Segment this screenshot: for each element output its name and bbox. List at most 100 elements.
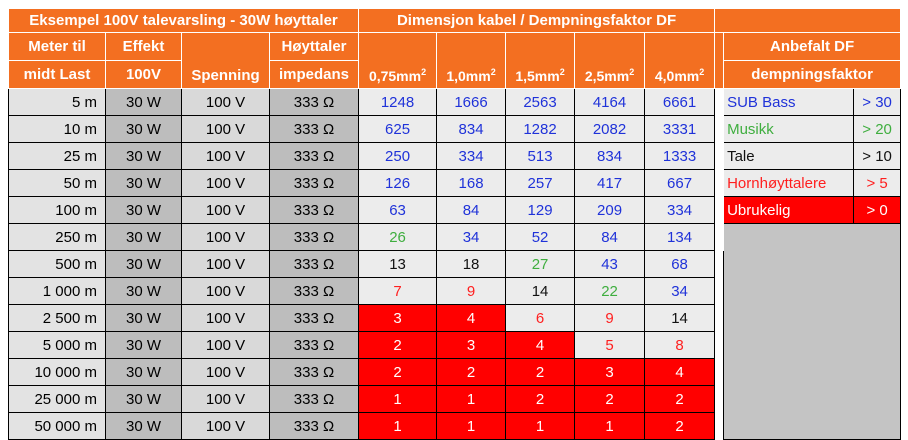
df-cell[interactable]: 2 <box>358 331 438 359</box>
df-cell[interactable]: 1666 <box>436 88 507 116</box>
rec-value[interactable]: > 10 <box>853 142 902 170</box>
df-cell[interactable]: 250 <box>358 142 438 170</box>
df-cell[interactable]: 34 <box>436 223 507 251</box>
effekt-cell[interactable]: 30 W <box>105 115 182 143</box>
rec-label[interactable]: Tale <box>723 142 855 170</box>
effekt-cell[interactable]: 30 W <box>105 331 182 359</box>
effekt-cell[interactable]: 30 W <box>105 385 182 413</box>
df-cell[interactable]: 2082 <box>574 115 646 143</box>
distance-cell[interactable]: 25 m <box>8 142 106 170</box>
rec-label[interactable]: SUB Bass <box>723 88 855 116</box>
df-cell[interactable]: 43 <box>574 250 646 278</box>
df-cell[interactable]: 5 <box>574 331 646 359</box>
spenning-cell[interactable]: 100 V <box>181 250 270 278</box>
df-cell[interactable]: 1282 <box>505 115 576 143</box>
df-cell[interactable]: 417 <box>574 169 646 197</box>
df-cell[interactable]: 2 <box>436 358 507 386</box>
impedance-cell[interactable]: 333 Ω <box>268 88 360 116</box>
impedance-cell[interactable]: 333 Ω <box>268 358 360 386</box>
df-cell[interactable]: 134 <box>644 223 716 251</box>
df-cell[interactable]: 1 <box>358 385 438 413</box>
df-cell[interactable]: 63 <box>358 196 438 224</box>
df-cell[interactable]: 84 <box>436 196 507 224</box>
effekt-cell[interactable]: 30 W <box>105 358 182 386</box>
df-cell[interactable]: 6661 <box>644 88 716 116</box>
spenning-cell[interactable]: 100 V <box>181 223 270 251</box>
spenning-cell[interactable]: 100 V <box>181 331 270 359</box>
impedance-cell[interactable]: 333 Ω <box>268 223 360 251</box>
df-cell[interactable]: 52 <box>505 223 576 251</box>
impedance-cell[interactable]: 333 Ω <box>268 331 360 359</box>
distance-cell[interactable]: 5 m <box>8 88 106 116</box>
spenning-cell[interactable]: 100 V <box>181 88 270 116</box>
spenning-cell[interactable]: 100 V <box>181 385 270 413</box>
effekt-cell[interactable]: 30 W <box>105 412 182 440</box>
effekt-cell[interactable]: 30 W <box>105 142 182 170</box>
df-cell[interactable]: 18 <box>436 250 507 278</box>
spenning-cell[interactable]: 100 V <box>181 358 270 386</box>
df-cell[interactable]: 2 <box>644 412 716 440</box>
spenning-cell[interactable]: 100 V <box>181 304 270 332</box>
df-cell[interactable]: 9 <box>436 277 507 305</box>
df-cell[interactable]: 27 <box>505 250 576 278</box>
impedance-cell[interactable]: 333 Ω <box>268 250 360 278</box>
impedance-cell[interactable]: 333 Ω <box>268 169 360 197</box>
rec-value[interactable]: > 30 <box>853 88 902 116</box>
distance-cell[interactable]: 10 m <box>8 115 106 143</box>
distance-cell[interactable]: 1 000 m <box>8 277 106 305</box>
df-cell[interactable]: 84 <box>574 223 646 251</box>
rec-value[interactable]: > 5 <box>853 169 902 197</box>
impedance-cell[interactable]: 333 Ω <box>268 277 360 305</box>
distance-cell[interactable]: 500 m <box>8 250 106 278</box>
spenning-cell[interactable]: 100 V <box>181 115 270 143</box>
df-cell[interactable]: 129 <box>505 196 576 224</box>
df-cell[interactable]: 625 <box>358 115 438 143</box>
df-cell[interactable]: 3331 <box>644 115 716 143</box>
df-cell[interactable]: 209 <box>574 196 646 224</box>
df-cell[interactable]: 126 <box>358 169 438 197</box>
df-cell[interactable]: 3 <box>436 331 507 359</box>
impedance-cell[interactable]: 333 Ω <box>268 385 360 413</box>
df-cell[interactable]: 22 <box>574 277 646 305</box>
df-cell[interactable]: 13 <box>358 250 438 278</box>
spenning-cell[interactable]: 100 V <box>181 169 270 197</box>
effekt-cell[interactable]: 30 W <box>105 277 182 305</box>
df-cell[interactable]: 2 <box>358 358 438 386</box>
df-cell[interactable]: 334 <box>436 142 507 170</box>
impedance-cell[interactable]: 333 Ω <box>268 142 360 170</box>
df-cell[interactable]: 14 <box>644 304 716 332</box>
df-cell[interactable]: 4164 <box>574 88 646 116</box>
effekt-cell[interactable]: 30 W <box>105 196 182 224</box>
distance-cell[interactable]: 100 m <box>8 196 106 224</box>
rec-value[interactable]: > 0 <box>853 196 902 224</box>
df-cell[interactable]: 334 <box>644 196 716 224</box>
distance-cell[interactable]: 25 000 m <box>8 385 106 413</box>
rec-value[interactable]: > 20 <box>853 115 902 143</box>
df-cell[interactable]: 4 <box>436 304 507 332</box>
df-cell[interactable]: 2 <box>644 385 716 413</box>
df-cell[interactable]: 4 <box>644 358 716 386</box>
df-cell[interactable]: 26 <box>358 223 438 251</box>
df-cell[interactable]: 513 <box>505 142 576 170</box>
distance-cell[interactable]: 5 000 m <box>8 331 106 359</box>
effekt-cell[interactable]: 30 W <box>105 304 182 332</box>
df-cell[interactable]: 1 <box>505 412 576 440</box>
rec-label[interactable]: Musikk <box>723 115 855 143</box>
distance-cell[interactable]: 10 000 m <box>8 358 106 386</box>
impedance-cell[interactable]: 333 Ω <box>268 412 360 440</box>
df-cell[interactable]: 1 <box>574 412 646 440</box>
df-cell[interactable]: 6 <box>505 304 576 332</box>
df-cell[interactable]: 3 <box>574 358 646 386</box>
effekt-cell[interactable]: 30 W <box>105 250 182 278</box>
df-cell[interactable]: 4 <box>505 331 576 359</box>
df-cell[interactable]: 1 <box>358 412 438 440</box>
df-cell[interactable]: 1333 <box>644 142 716 170</box>
df-cell[interactable]: 68 <box>644 250 716 278</box>
distance-cell[interactable]: 250 m <box>8 223 106 251</box>
df-cell[interactable]: 2 <box>574 385 646 413</box>
df-cell[interactable]: 3 <box>358 304 438 332</box>
effekt-cell[interactable]: 30 W <box>105 223 182 251</box>
df-cell[interactable]: 2 <box>505 358 576 386</box>
df-cell[interactable]: 14 <box>505 277 576 305</box>
effekt-cell[interactable]: 30 W <box>105 88 182 116</box>
